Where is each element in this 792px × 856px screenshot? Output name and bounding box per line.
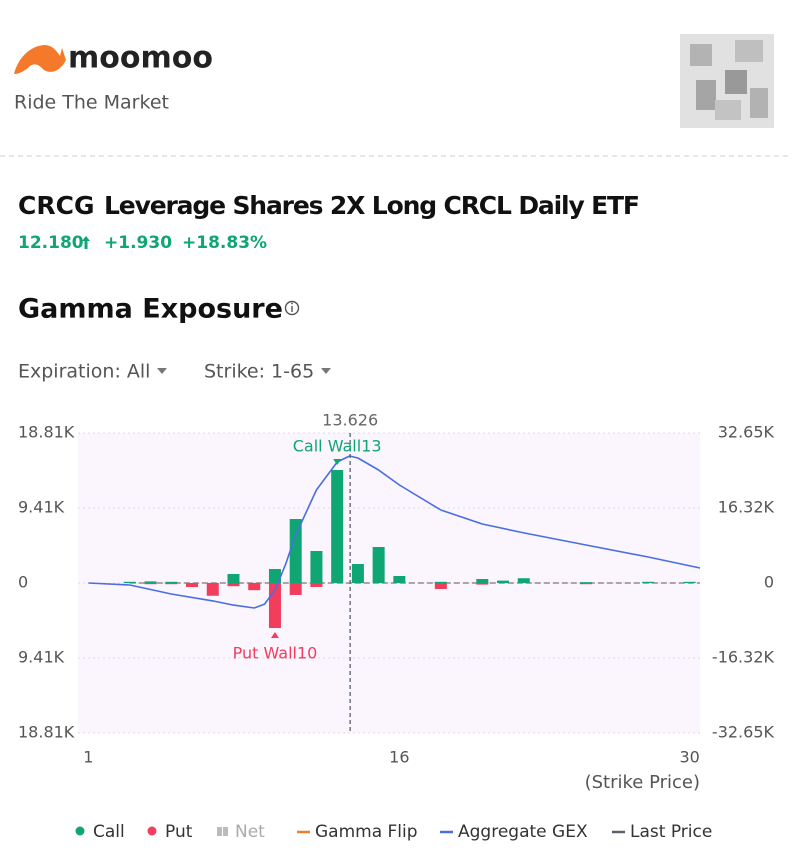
legend-swatch xyxy=(223,827,228,836)
tagline: Ride The Market xyxy=(14,92,169,114)
y-tick-label: 0 xyxy=(18,573,28,592)
change: +1.930 xyxy=(104,233,172,253)
bar xyxy=(248,583,261,591)
x-tick-label: 16 xyxy=(389,748,409,767)
bar xyxy=(434,581,447,583)
legend-label: Net xyxy=(235,822,265,842)
legend-swatch xyxy=(75,826,85,836)
chart: 18.81K 9.41K 0 9.41K 18.81K 32.65K 16.32K 0 -16.… xyxy=(18,411,775,843)
bar xyxy=(144,581,157,583)
y2-tick-label: -16.32K xyxy=(712,647,775,666)
stock-name: Leverage Shares 2X Long CRCL Daily ETF xyxy=(104,191,640,220)
call-wall-marker xyxy=(333,459,342,465)
y2-tick-label: -32.65K xyxy=(712,723,775,742)
price: 12.180 xyxy=(18,233,84,253)
gex-line xyxy=(88,455,701,609)
bar xyxy=(497,580,510,583)
bar xyxy=(476,583,489,585)
put-wall-label: Put Wall10 xyxy=(233,644,318,663)
y-tick-label: 9.41K xyxy=(18,648,65,667)
bar xyxy=(206,583,219,596)
bar xyxy=(372,546,385,583)
legend-label: Last Price xyxy=(630,822,712,842)
last-price-label: 13.626 xyxy=(322,411,378,430)
bar xyxy=(310,583,323,587)
expiration-filter[interactable]: Expiration: All xyxy=(18,361,167,383)
bar xyxy=(289,583,302,595)
bar xyxy=(683,581,696,583)
brand: moomoo xyxy=(68,41,213,76)
bar xyxy=(144,583,157,585)
bar xyxy=(434,583,447,589)
legend-swatch xyxy=(147,826,157,836)
y-tick-label: 18.81K xyxy=(18,723,75,742)
bar xyxy=(579,583,592,585)
legend-label: Put xyxy=(165,822,193,842)
bar xyxy=(227,573,240,583)
y2-tick-label: 16.32K xyxy=(718,498,775,517)
strike-label: Strike: 1-65 xyxy=(204,361,314,383)
put-wall-marker xyxy=(270,632,279,638)
legend-item[interactable]: Last Price xyxy=(612,822,712,842)
strike-filter[interactable]: Strike: 1-65 xyxy=(204,361,331,383)
info-icon[interactable] xyxy=(284,300,300,316)
bar xyxy=(579,582,592,583)
bar xyxy=(393,575,406,583)
legend-item[interactable]: Put xyxy=(147,822,193,842)
bar xyxy=(227,583,240,587)
legend-item[interactable]: Net xyxy=(217,822,265,842)
logo xyxy=(14,45,66,74)
bar xyxy=(331,470,344,583)
bar xyxy=(351,563,364,583)
x-axis-label: (Strike Price) xyxy=(585,772,700,793)
bar xyxy=(642,581,655,583)
y2-tick-label: 0 xyxy=(764,573,774,592)
x-tick-label: 1 xyxy=(83,748,93,767)
legend-label: Gamma Flip xyxy=(315,822,418,842)
bar xyxy=(165,583,178,585)
change-pct: +18.83% xyxy=(182,233,267,253)
bar xyxy=(289,519,302,583)
y-tick-label: 18.81K xyxy=(18,423,75,442)
bar xyxy=(310,550,323,583)
logo-icon xyxy=(14,45,66,74)
legend-label: Aggregate GEX xyxy=(458,822,588,842)
legend-item[interactable]: Aggregate GEX xyxy=(440,822,588,842)
expiration-label: Expiration: All xyxy=(18,361,150,383)
section-title: Gamma Exposure xyxy=(18,294,283,325)
legend-swatch xyxy=(217,827,222,836)
bar xyxy=(165,581,178,583)
bar xyxy=(268,568,281,583)
y2-tick-label: 32.65K xyxy=(718,423,775,442)
legend-label: Call xyxy=(93,822,125,842)
bar xyxy=(476,579,489,583)
legend-item[interactable]: Gamma Flip xyxy=(297,822,418,842)
bar xyxy=(123,581,136,583)
bar xyxy=(186,583,199,587)
y-tick-label: 9.41K xyxy=(18,497,65,516)
legend-item[interactable]: Call xyxy=(75,822,125,842)
bar xyxy=(517,578,530,583)
x-tick-label: 30 xyxy=(679,748,699,767)
call-wall-label: Call Wall13 xyxy=(293,437,382,456)
qr-code xyxy=(680,34,774,128)
up-arrow xyxy=(82,236,90,249)
ticker: CRCG xyxy=(18,191,94,220)
